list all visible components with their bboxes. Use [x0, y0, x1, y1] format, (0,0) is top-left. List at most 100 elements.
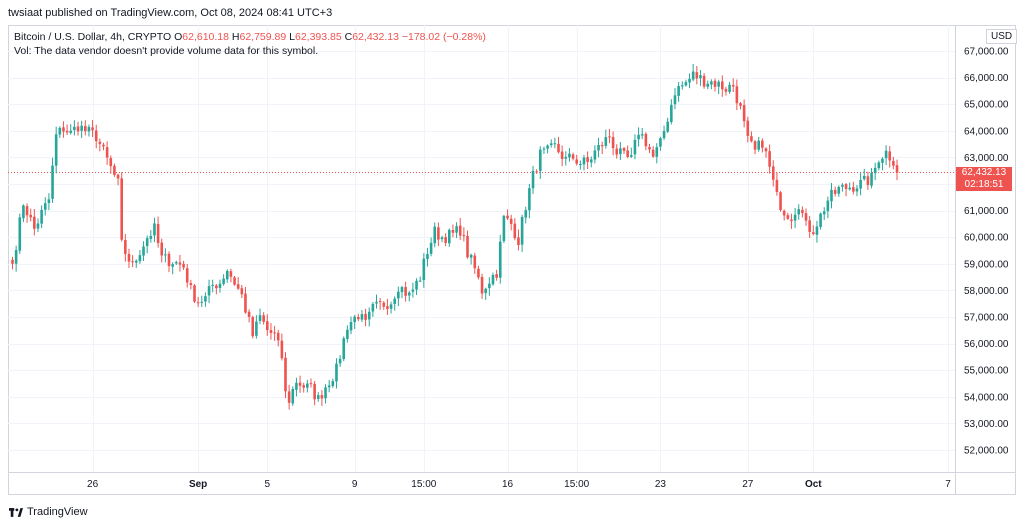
candle-body [164, 254, 167, 256]
candle-body [320, 395, 324, 399]
candle-body [426, 254, 429, 260]
candle-body [604, 137, 608, 146]
candle-body [98, 141, 102, 144]
candle-body [54, 134, 58, 166]
candle-body [346, 329, 349, 340]
candle-body [895, 165, 899, 173]
candle-body [215, 285, 218, 289]
candle-body [677, 86, 680, 96]
candle-body [386, 306, 389, 309]
currency-button[interactable]: USD [986, 29, 1018, 44]
candle-body [757, 140, 760, 150]
candle-body [84, 126, 87, 132]
candle-body [262, 315, 265, 322]
candle-body [830, 189, 833, 202]
candle-body [397, 291, 400, 299]
candle-body [171, 264, 174, 267]
candle-body [608, 136, 611, 138]
candle-body [881, 158, 884, 163]
candle-body [382, 302, 386, 307]
candle-body [491, 274, 495, 285]
candle-body [619, 148, 622, 155]
candle-body [451, 230, 455, 233]
candle-body [236, 284, 240, 289]
candle-body [87, 126, 91, 132]
candle-body [691, 71, 695, 80]
candle-body [753, 141, 757, 150]
candlestick-chart[interactable]: 52,000.00 53,000.00 54,000.00 55,000.00 56,0… [8, 25, 1016, 495]
candle-body [182, 263, 185, 268]
candle-body [568, 153, 571, 158]
candle-body [513, 223, 517, 239]
candle-body [444, 237, 447, 243]
x-tick-label: 7 [945, 479, 951, 490]
open-label: O [174, 31, 183, 43]
x-tick-label: Sep [189, 479, 207, 490]
candle-body [353, 316, 356, 323]
y-tick-label: 54,000.00 [964, 392, 1009, 403]
candle-body [539, 149, 542, 171]
candle-body [127, 253, 131, 262]
candle-body [731, 84, 735, 87]
candle-body [793, 214, 797, 221]
candle-body [298, 382, 302, 386]
candle-body [706, 83, 710, 87]
y-tick-label: 65,000.00 [964, 100, 1009, 111]
candle-body [218, 283, 222, 288]
candle-body [586, 157, 589, 162]
candle-body [630, 155, 633, 157]
candle-body [400, 287, 404, 293]
candle-body [841, 184, 844, 187]
candle-body [728, 84, 731, 92]
candle-body [659, 138, 662, 147]
candle-body [324, 387, 327, 399]
candle-body [43, 203, 47, 210]
candle-body [47, 199, 51, 204]
x-tick-label: 26 [87, 479, 99, 490]
candle-body [557, 143, 560, 153]
candle-body [892, 161, 895, 166]
candle-body [742, 105, 746, 122]
candle-body [240, 288, 244, 295]
candle-body [306, 383, 309, 388]
candle-body [786, 215, 790, 219]
candle-body [149, 235, 153, 239]
candle-body [564, 157, 568, 159]
candle-body [469, 254, 473, 258]
last-price-value: 62,432.13 [961, 167, 1007, 178]
candle-body [407, 292, 411, 296]
candle-body [266, 321, 269, 331]
candle-body [378, 301, 382, 303]
low-label: L [289, 31, 295, 43]
close-value: 62,432.13 [352, 31, 399, 43]
candle-body [40, 209, 43, 224]
close-label: C [344, 31, 353, 43]
y-tick-label: 55,000.00 [964, 366, 1009, 377]
candle-body [480, 276, 484, 294]
candle-body [448, 229, 451, 244]
candle-body [422, 258, 426, 281]
candle-body [284, 357, 287, 392]
candle-body [316, 395, 320, 399]
candle-body [764, 148, 768, 152]
candle-body [502, 215, 506, 242]
candle-body [666, 121, 669, 132]
x-tick-label: 27 [742, 479, 754, 490]
candle-body [710, 81, 713, 85]
candle-body [597, 144, 600, 151]
candle-body [91, 127, 94, 131]
candle-body [338, 358, 342, 364]
candle-body [273, 332, 276, 334]
y-tick-label: 57,000.00 [964, 313, 1009, 324]
candle-body [167, 253, 171, 267]
candle-body [637, 134, 640, 140]
candle-body [153, 223, 156, 236]
candle-body [611, 137, 615, 149]
candle-body [138, 255, 142, 262]
y-tick-label: 56,000.00 [964, 339, 1009, 350]
candle-body [393, 298, 396, 304]
candle-body [488, 283, 491, 289]
candle-body [309, 383, 313, 385]
candle-body [524, 210, 528, 218]
candle-body [185, 268, 189, 283]
